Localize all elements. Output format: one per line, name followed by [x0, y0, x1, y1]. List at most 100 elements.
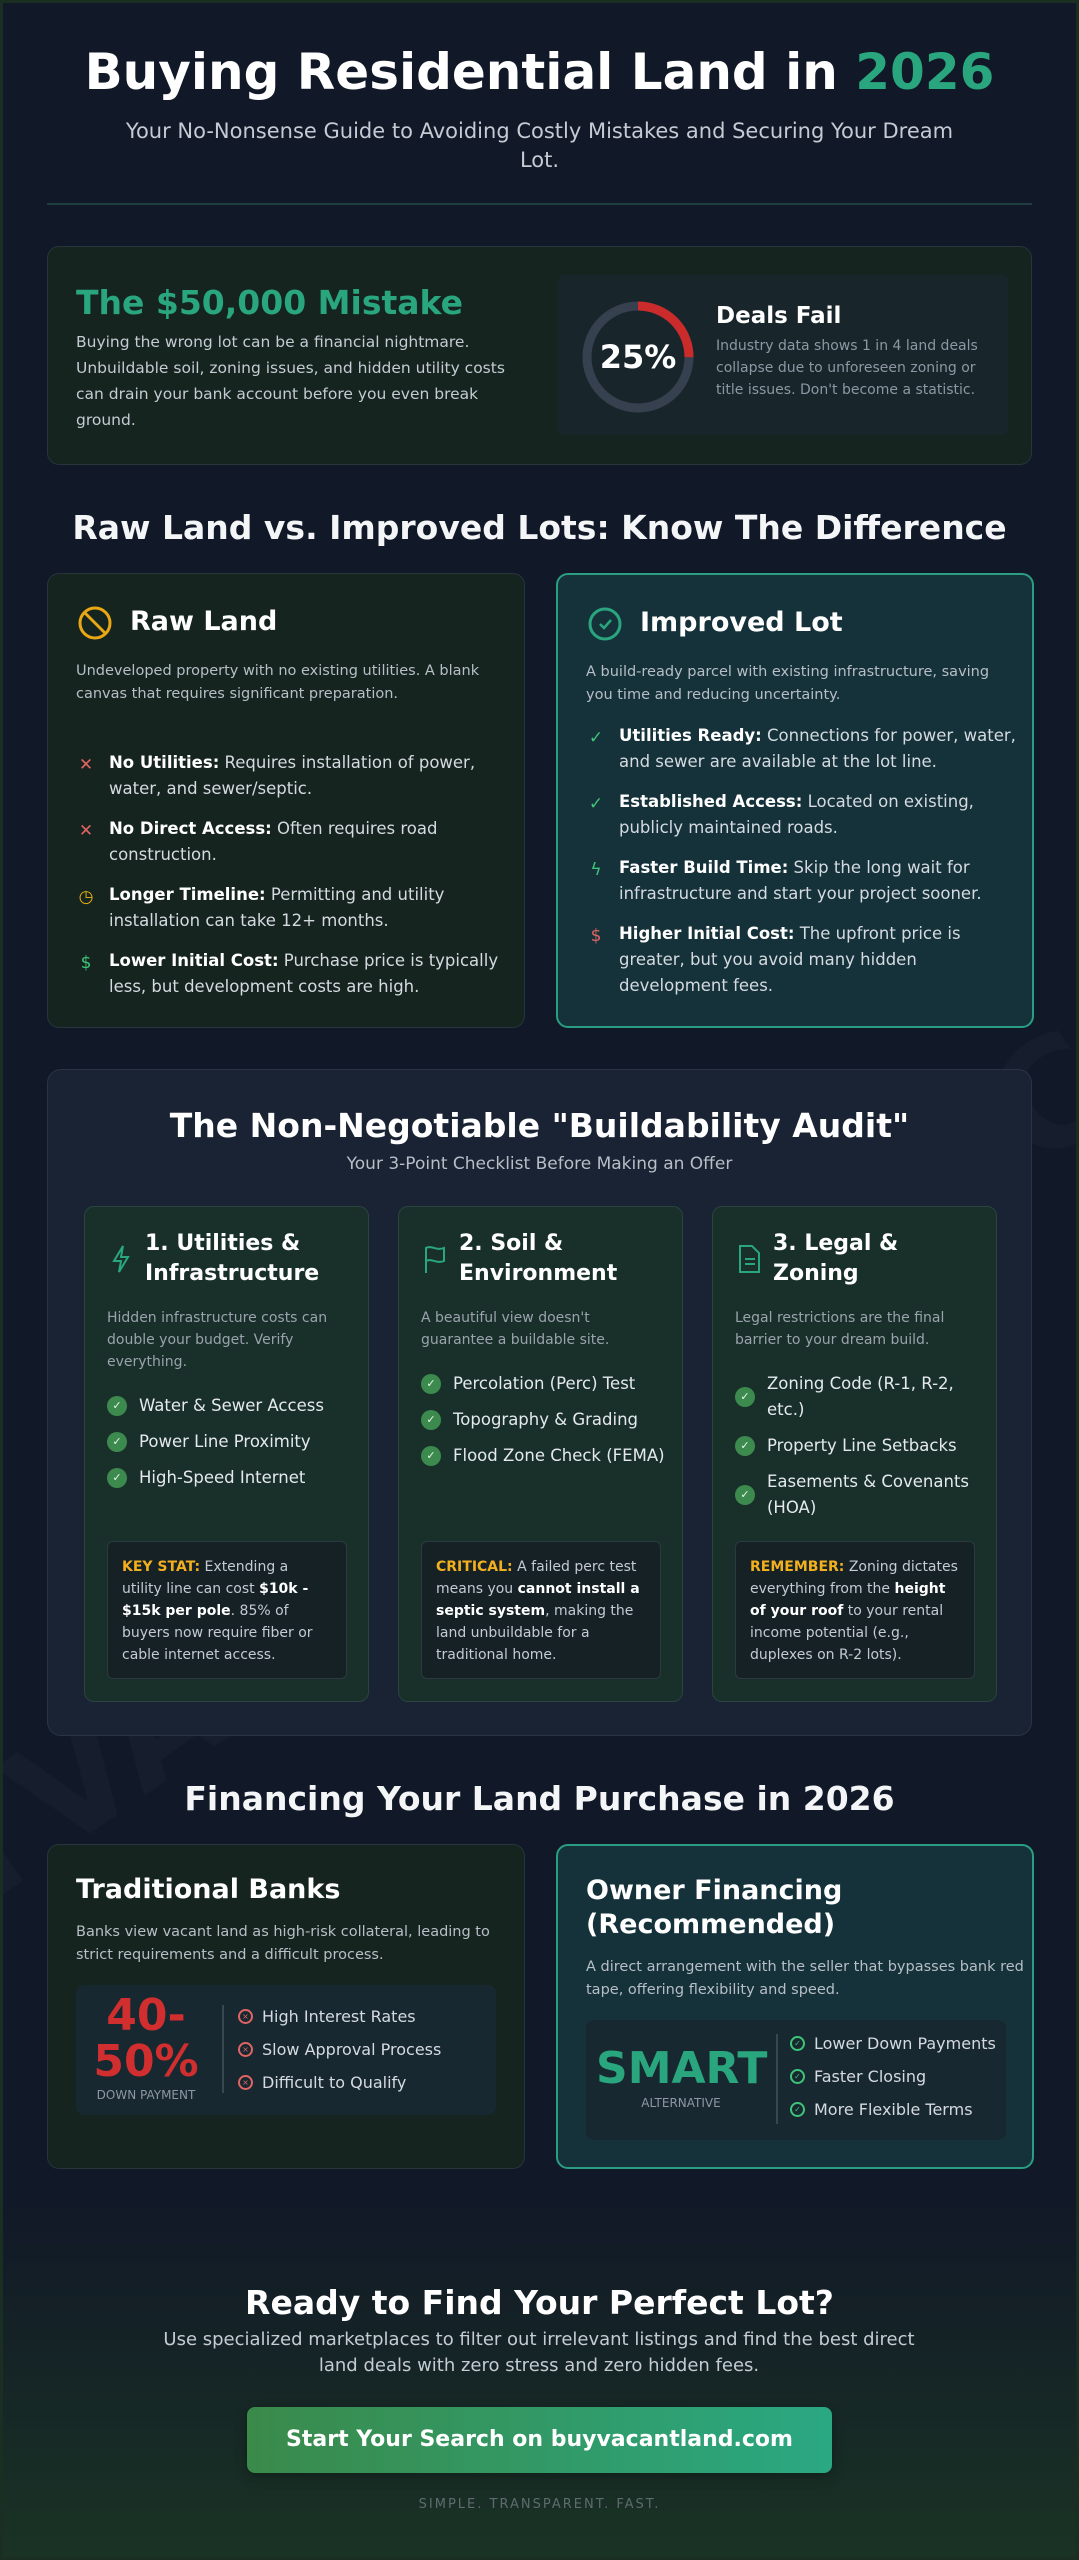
- flag-icon: [425, 1246, 445, 1273]
- checklist-item: ✓ Flood Zone Check (FEMA): [421, 1443, 671, 1469]
- audit-card-desc: A beautiful view doesn't guarantee a bui…: [421, 1310, 610, 1348]
- start-search-button[interactable]: Start Your Search on buyvacantland.com: [247, 2407, 832, 2473]
- document-icon: [739, 1245, 760, 1273]
- list-item: ϟ Faster Build Time: Skip the long wait f…: [586, 855, 1026, 907]
- raw-land-desc: Undeveloped property with no existing ut…: [76, 663, 480, 702]
- checklist-item: ✓ Property Line Setbacks: [735, 1433, 985, 1459]
- check-icon: ✓: [588, 794, 604, 814]
- check-icon: ✓: [107, 1432, 127, 1452]
- owner-desc: A direct arrangement with the seller tha…: [586, 1959, 1024, 1998]
- list-item: ✓ More Flexible Terms: [790, 2100, 996, 2120]
- check-icon: ✓: [735, 1387, 755, 1407]
- owner-list: ✓ Lower Down Payments ✓ Faster Closing ✓ More…: [790, 2034, 996, 2133]
- audit-card-desc: Legal restrictions are the final barrier…: [735, 1310, 945, 1348]
- mistake-card: The $50,000 Mistake Buying the wrong lot…: [47, 246, 1032, 465]
- audit-checklist: ✓ Zoning Code (R-1, R-2, etc.) ✓ Property L…: [735, 1371, 985, 1531]
- bolt-icon: ϟ: [590, 860, 602, 880]
- deals-fail-stat: 25% Deals Fail Industry data shows 1 in …: [558, 275, 1008, 435]
- check-icon: ✓: [735, 1436, 755, 1456]
- audit-card: 3. Legal & Zoning Legal restrictions are…: [712, 1206, 997, 1702]
- check-icon: ✓: [107, 1468, 127, 1488]
- check-circle-icon: ✓: [790, 2102, 805, 2117]
- list-item: ✓ Established Access: Located on existing…: [586, 789, 1026, 841]
- down-payment-value: 40- 50%: [93, 1990, 199, 2087]
- audit-card: 2. Soil & Environment A beautiful view d…: [398, 1206, 683, 1702]
- dollar-icon: $: [590, 926, 602, 946]
- checklist-item: ✓ Water & Sewer Access: [107, 1393, 357, 1419]
- banks-title: Traditional Banks: [76, 1874, 341, 1905]
- improved-lot-title: Improved Lot: [640, 607, 843, 638]
- check-circle-icon: ✓: [790, 2036, 805, 2051]
- check-icon: ✓: [588, 728, 604, 748]
- x-circle-icon: ×: [238, 2042, 253, 2057]
- smart-value: SMART: [596, 2043, 768, 2094]
- check-icon: ✓: [107, 1396, 127, 1416]
- stat-body: Industry data shows 1 in 4 land deals co…: [716, 338, 978, 398]
- improved-lot-list: ✓ Utilities Ready: Connections for power,…: [586, 723, 1026, 1013]
- smart-box: SMART ALTERNATIVE ✓ Lower Down Payments ✓ F…: [586, 2020, 1006, 2140]
- progress-ring-fill: [582, 301, 694, 413]
- check-circle-icon: ✓: [790, 2069, 805, 2084]
- raw-land-title: Raw Land: [130, 606, 278, 637]
- traditional-banks-card: Traditional Banks Banks view vacant land…: [47, 1844, 525, 2169]
- progress-ring: [582, 301, 694, 413]
- stat-title: Deals Fail: [716, 303, 842, 329]
- checklist-item: ✓ Topography & Grading: [421, 1407, 671, 1433]
- mistake-title: The $50,000 Mistake: [76, 283, 463, 322]
- checklist-item: ✓ Easements & Covenants (HOA): [735, 1469, 985, 1521]
- smart-label: ALTERNATIVE: [641, 2096, 721, 2110]
- audit-card-title: 3. Legal & Zoning: [773, 1231, 899, 1286]
- buildability-audit: The Non-Negotiable "Buildability Audit" …: [47, 1069, 1032, 1736]
- stat-value: 25%: [599, 338, 677, 376]
- check-icon: ✓: [421, 1410, 441, 1430]
- audit-title: The Non-Negotiable "Buildability Audit": [169, 1106, 910, 1145]
- page-subtitle: Your No-Nonsense Guide to Avoiding Costl…: [125, 119, 954, 172]
- list-item: × Difficult to Qualify: [238, 2073, 441, 2093]
- raw-land-list: ✕ No Utilities: Requires installation of …: [76, 750, 516, 1014]
- audit-card-title: 2. Soil & Environment: [459, 1231, 618, 1286]
- check-circle-icon: [588, 607, 622, 641]
- clock-icon: ◷: [78, 887, 94, 907]
- bolt-icon: [112, 1245, 130, 1273]
- audit-checklist: ✓ Water & Sewer Access ✓ Power Line Proximi…: [107, 1393, 357, 1501]
- x-icon: ✕: [78, 821, 94, 841]
- down-payment-label: DOWN PAYMENT: [96, 2088, 196, 2102]
- audit-note: REMEMBER: Zoning dictates everything fro…: [735, 1541, 975, 1679]
- list-item: ✓ Faster Closing: [790, 2067, 996, 2087]
- audit-note: KEY STAT: Extending a utility line can c…: [107, 1541, 347, 1679]
- checklist-item: ✓ High-Speed Internet: [107, 1465, 357, 1491]
- list-item: ✓ Lower Down Payments: [790, 2034, 996, 2054]
- audit-card: 1. Utilities & Infrastructure Hidden inf…: [84, 1206, 369, 1702]
- down-payment-box: 40- 50% DOWN PAYMENT × High Interest Rates…: [76, 1985, 496, 2115]
- list-item: ✕ No Direct Access: Often requires road c…: [76, 816, 516, 868]
- mistake-body: Buying the wrong lot can be a financial …: [76, 333, 505, 429]
- banks-desc: Banks view vacant land as high-risk coll…: [76, 1924, 490, 1963]
- page-title: Buying Residential Land in 2026: [84, 43, 995, 101]
- x-circle-icon: ×: [238, 2075, 253, 2090]
- infographic-page: Buying Residential Land in 2026 Your No-…: [3, 3, 1076, 2557]
- check-icon: ✓: [735, 1485, 755, 1505]
- check-icon: ✓: [421, 1446, 441, 1466]
- owner-financing-card: Owner Financing (Recommended) A direct a…: [556, 1844, 1034, 2169]
- cta-title: Ready to Find Your Perfect Lot?: [245, 2283, 834, 2322]
- list-item: ◷ Longer Timeline: Permitting and utility…: [76, 882, 516, 934]
- checklist-item: ✓ Power Line Proximity: [107, 1429, 357, 1455]
- check-icon: ✓: [421, 1374, 441, 1394]
- divider: [47, 203, 1032, 205]
- audit-note: CRITICAL: A failed perc test means you c…: [421, 1541, 661, 1679]
- list-item: $ Higher Initial Cost: The upfront price …: [586, 921, 1026, 999]
- comparison-heading: Raw Land vs. Improved Lots: Know The Dif…: [72, 508, 1007, 547]
- audit-card-desc: Hidden infrastructure costs can double y…: [107, 1310, 328, 1370]
- list-item: $ Lower Initial Cost: Purchase price is t…: [76, 948, 516, 1000]
- audit-subtitle: Your 3-Point Checklist Before Making an …: [346, 1154, 733, 1174]
- improved-lot-card: Improved Lot A build-ready parcel with e…: [556, 573, 1034, 1028]
- checklist-item: ✓ Percolation (Perc) Test: [421, 1371, 671, 1397]
- list-item: × Slow Approval Process: [238, 2040, 441, 2060]
- list-item: × High Interest Rates: [238, 2007, 441, 2027]
- audit-card-title: 1. Utilities & Infrastructure: [145, 1231, 320, 1286]
- list-item: ✕ No Utilities: Requires installation of …: [76, 750, 516, 802]
- raw-land-card: Raw Land Undeveloped property with no ex…: [47, 573, 525, 1028]
- financing-heading: Financing Your Land Purchase in 2026: [184, 1779, 895, 1818]
- dollar-icon: $: [80, 953, 92, 973]
- banks-list: × High Interest Rates × Slow Approval Proce…: [238, 2007, 441, 2106]
